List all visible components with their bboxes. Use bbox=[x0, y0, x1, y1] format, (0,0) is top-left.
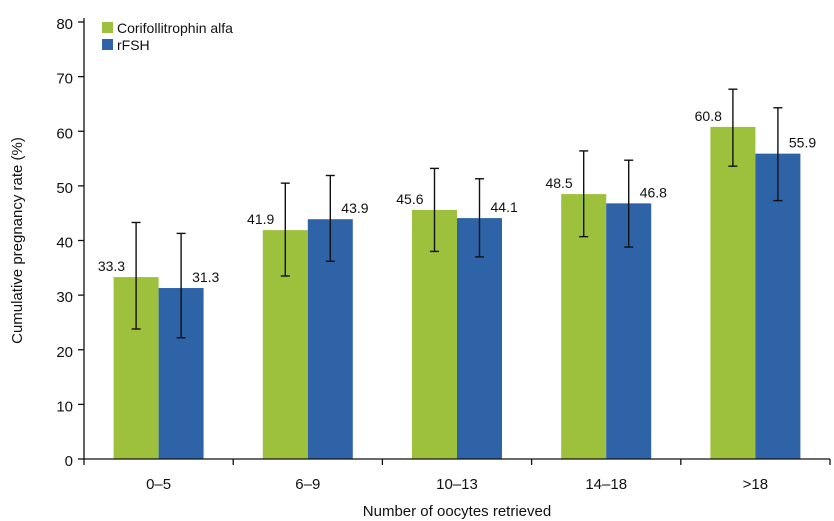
bars bbox=[113, 126, 801, 460]
data-label-corifollitrophin-alfa-6-9: 41.9 bbox=[247, 211, 274, 227]
x-axis-title: Number of oocytes retrieved bbox=[363, 503, 551, 520]
data-label-rfsh-14-18: 46.8 bbox=[640, 184, 667, 200]
data-label-rfsh-6-9: 43.9 bbox=[341, 200, 368, 216]
error-bars bbox=[131, 88, 783, 339]
error-bar-corifollitrophin-alfa-18 bbox=[728, 88, 738, 167]
error-bar-rfsh-6-9 bbox=[325, 174, 335, 262]
x-tick-label: >18 bbox=[743, 476, 768, 493]
x-tick-label: 6–9 bbox=[295, 476, 320, 493]
y-axis-title: Cumulative pregnancy rate (%) bbox=[9, 137, 26, 344]
error-bar-rfsh-18 bbox=[773, 107, 783, 202]
x-tick-label: 14–18 bbox=[585, 476, 627, 493]
y-tick-label: 40 bbox=[56, 235, 73, 252]
data-label-corifollitrophin-alfa-18: 60.8 bbox=[695, 108, 722, 124]
legend-swatch-corifollitrophin bbox=[102, 22, 113, 33]
legend-label-corifollitrophin: Corifollitrophin alfa bbox=[117, 20, 233, 36]
data-labels: 33.3 31.3 41.9 43.9 45.6 44.1 48.5 46.8 60.8 55.9 bbox=[98, 108, 817, 285]
data-label-corifollitrophin-alfa-10-13: 45.6 bbox=[396, 191, 423, 207]
error-bar-corifollitrophin-alfa-10-13 bbox=[430, 167, 439, 253]
error-bar-corifollitrophin-alfa-14-18 bbox=[579, 150, 589, 238]
error-bar-corifollitrophin-alfa-0-5 bbox=[131, 221, 141, 330]
bar-rfsh-10-13 bbox=[457, 218, 502, 459]
y-tick-label: 60 bbox=[56, 125, 73, 142]
x-tick-label: 10–13 bbox=[436, 476, 478, 493]
bar-corifollitrophin-alfa-14-18 bbox=[561, 194, 607, 459]
y-tick-label: 50 bbox=[56, 180, 73, 197]
y-tick-label: 10 bbox=[56, 398, 73, 415]
data-label-rfsh-18: 55.9 bbox=[789, 135, 816, 151]
legend: Corifollitrophin alfa rFSH bbox=[102, 20, 233, 53]
bar-corifollitrophin-alfa-18 bbox=[710, 126, 756, 459]
y-tick-label: 80 bbox=[56, 16, 73, 33]
x-tick-label: 0–5 bbox=[146, 476, 171, 493]
error-bar-rfsh-14-18 bbox=[624, 159, 634, 248]
y-tick-label: 20 bbox=[56, 344, 73, 361]
x-axis-ticks: 0–5 6–9 10–13 14–18 >18 bbox=[83, 459, 831, 493]
error-bar-corifollitrophin-alfa-6-9 bbox=[280, 182, 290, 277]
error-bar-rfsh-0-5 bbox=[176, 232, 186, 339]
bar-rfsh-18 bbox=[755, 153, 801, 460]
y-tick-label: 70 bbox=[56, 71, 73, 88]
legend-swatch-rfsh bbox=[102, 39, 113, 50]
data-label-rfsh-10-13: 44.1 bbox=[491, 199, 518, 215]
data-label-corifollitrophin-alfa-0-5: 33.3 bbox=[98, 258, 125, 274]
data-label-rfsh-0-5: 31.3 bbox=[192, 269, 219, 285]
y-axis-ticks: 0 10 20 30 40 50 60 70 80 bbox=[56, 16, 84, 470]
error-bar-rfsh-10-13 bbox=[475, 178, 484, 258]
y-tick-label: 30 bbox=[56, 289, 73, 306]
legend-label-rfsh: rFSH bbox=[117, 37, 150, 53]
data-label-corifollitrophin-alfa-14-18: 48.5 bbox=[545, 175, 572, 191]
y-tick-label: 0 bbox=[65, 453, 73, 470]
